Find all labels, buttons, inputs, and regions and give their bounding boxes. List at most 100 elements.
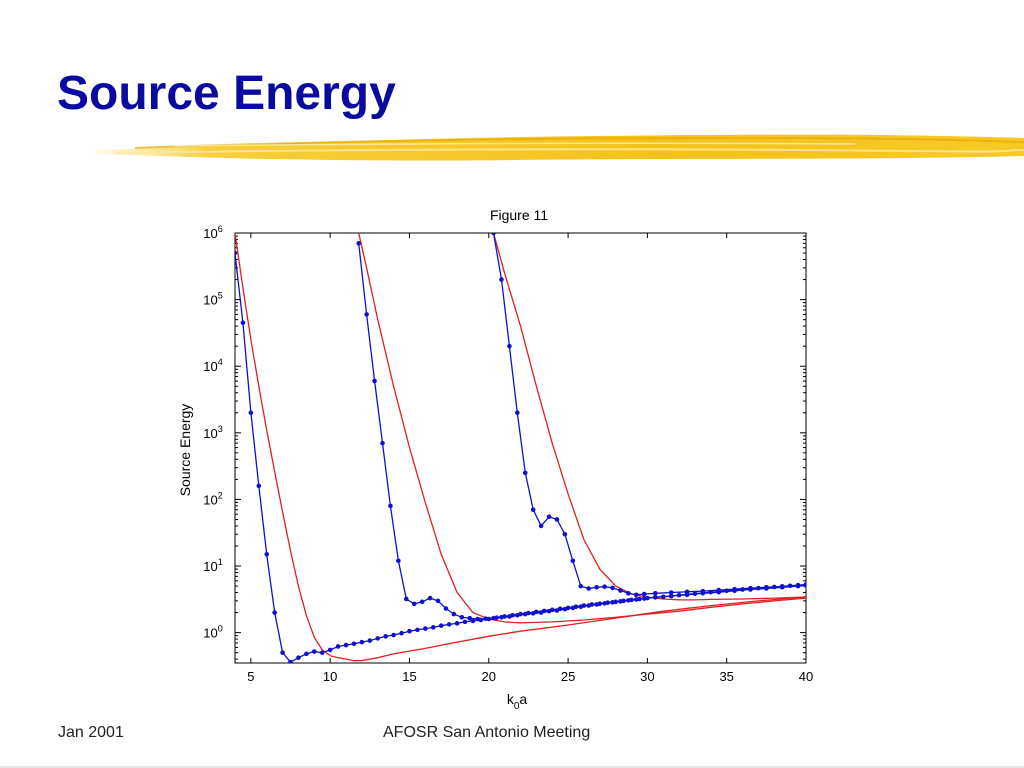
data-point <box>618 599 623 604</box>
data-point <box>578 604 584 610</box>
data-point <box>610 585 615 591</box>
data-point <box>423 626 428 631</box>
data-point <box>578 583 584 589</box>
data-point <box>475 616 480 622</box>
source-energy-chart: Figure 11 5 10 15 20 25 30 35 40100101102103104… <box>177 207 813 712</box>
bottom-rule <box>0 766 1024 768</box>
x-tick-label: 35 <box>719 669 733 684</box>
data-point <box>319 650 325 655</box>
footer-event: AFOSR San Antonio Meeting <box>383 724 591 741</box>
y-tick-label: 100 <box>203 624 222 641</box>
data-point <box>491 233 496 236</box>
data-point <box>411 601 417 607</box>
y-tick-label: 103 <box>203 424 222 441</box>
data-point <box>522 611 528 617</box>
data-point <box>554 517 560 522</box>
y-tick-label-exponent: 3 <box>218 424 223 434</box>
data-point <box>356 241 362 246</box>
data-point <box>779 584 785 589</box>
x-tick-label: 10 <box>323 669 337 684</box>
data-point <box>641 591 647 597</box>
data-point <box>748 585 753 591</box>
data-point <box>467 615 473 621</box>
y-tick-label-exponent: 6 <box>218 224 223 234</box>
y-tick-label: 104 <box>203 357 222 374</box>
y-tick-label-base: 10 <box>203 359 217 374</box>
y-axis-label: Source Energy <box>177 404 193 497</box>
red-series-line <box>492 233 806 601</box>
data-point <box>653 594 658 600</box>
data-point <box>764 584 769 590</box>
data-point <box>684 589 690 595</box>
data-point <box>415 627 420 633</box>
data-point <box>446 622 452 627</box>
data-point <box>716 587 722 593</box>
y-tick-label-base: 10 <box>203 226 217 241</box>
data-point <box>367 638 373 643</box>
data-point <box>633 597 639 602</box>
x-tick-label: 40 <box>799 669 813 684</box>
y-tick-label-base: 10 <box>203 559 217 574</box>
y-tick-label-exponent: 5 <box>218 291 223 301</box>
data-point <box>562 531 568 537</box>
x-axis-label-main: k <box>507 691 515 707</box>
red-series-line <box>235 233 806 662</box>
data-point <box>586 586 592 591</box>
data-point <box>375 636 381 641</box>
y-tick-label-base: 10 <box>203 293 217 308</box>
data-point <box>668 590 674 595</box>
data-point <box>732 586 737 592</box>
data-point <box>554 608 560 613</box>
data-point <box>459 614 465 620</box>
data-point <box>404 596 409 602</box>
data-point <box>335 644 341 649</box>
chart-title: Figure 11 <box>490 207 548 223</box>
data-point <box>312 649 317 654</box>
x-tick-label: 30 <box>640 669 654 684</box>
y-tick-label-base: 10 <box>203 426 217 441</box>
data-point <box>594 584 599 590</box>
data-point <box>304 651 309 657</box>
data-point <box>470 618 476 624</box>
data-point <box>264 551 270 557</box>
data-point <box>427 595 433 601</box>
x-tick-label: 25 <box>561 669 575 684</box>
data-point <box>562 606 568 612</box>
data-point <box>530 611 536 616</box>
data-point <box>462 619 468 625</box>
data-point <box>538 610 544 615</box>
data-point <box>570 558 576 564</box>
red-series-line <box>358 233 806 624</box>
data-point <box>507 343 512 349</box>
data-point <box>280 650 285 655</box>
series-group <box>235 233 806 663</box>
data-point <box>296 655 301 661</box>
y-tick-label: 101 <box>203 557 222 574</box>
x-tick-label: 20 <box>482 669 496 684</box>
data-point <box>602 601 607 606</box>
data-point <box>594 602 599 607</box>
data-point <box>546 608 552 614</box>
data-point <box>546 514 552 520</box>
data-point <box>700 588 706 594</box>
data-point <box>499 614 504 620</box>
data-point <box>391 632 396 638</box>
y-tick-label-exponent: 4 <box>218 357 223 367</box>
data-point <box>435 598 441 604</box>
data-point <box>327 647 333 653</box>
data-point <box>507 614 512 619</box>
data-point <box>380 440 385 446</box>
data-point <box>438 623 444 629</box>
data-point <box>618 588 623 593</box>
data-point <box>491 615 496 621</box>
data-point <box>641 596 647 601</box>
data-point <box>522 470 528 476</box>
x-tick-label: 15 <box>402 669 416 684</box>
x-axis-label-tail: a <box>519 691 527 707</box>
x-tick-label: 5 <box>247 669 254 684</box>
data-point <box>443 606 449 611</box>
data-point <box>235 250 238 256</box>
brush-stroke-divider <box>95 134 1024 161</box>
data-point <box>515 613 520 618</box>
